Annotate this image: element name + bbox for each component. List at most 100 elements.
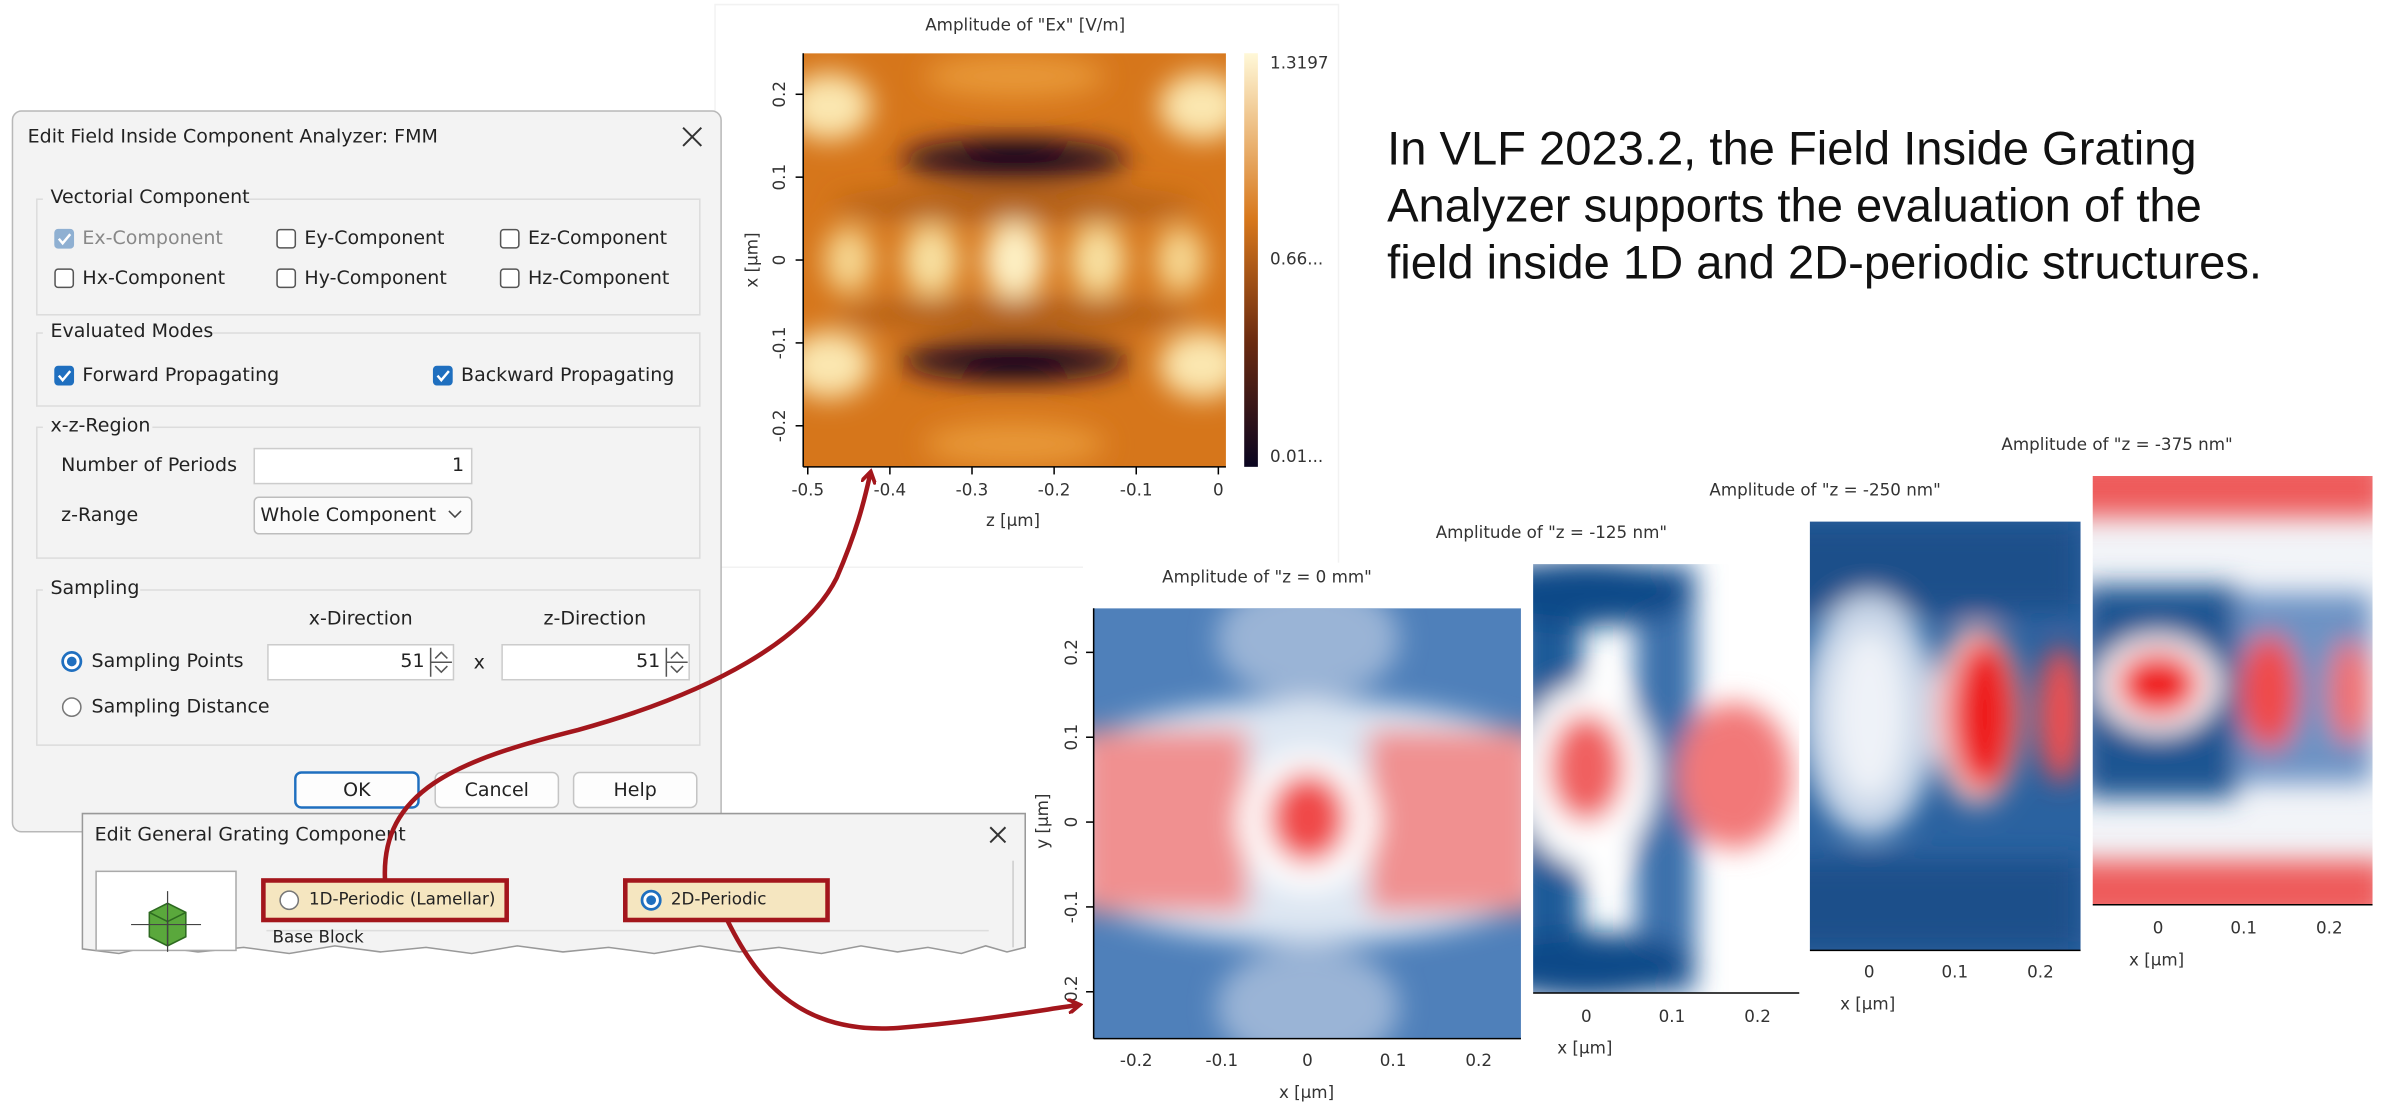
- option-label: Forward Propagating: [82, 364, 279, 386]
- spinner[interactable]: [429, 647, 452, 677]
- dropdown[interactable]: [253, 496, 473, 535]
- plot-title: Amplitude of "z = -125 nm": [1436, 522, 1667, 542]
- option-label: Hy-Component: [304, 267, 446, 289]
- y-tick-label: -0.1: [769, 327, 789, 360]
- radio-dot: [646, 895, 657, 906]
- colorbar-label: 0.66...: [1270, 249, 1323, 269]
- arrow: [382, 474, 870, 881]
- checkbox[interactable]: [276, 268, 297, 289]
- description: In VLF 2023.2, the Field Inside GratingA…: [1387, 122, 2262, 289]
- slice-plot: Amplitude of "z = 0 mm" x [µm] -0.2 -0.1 0 0.…: [1032, 562, 1534, 1104]
- colorbar: [1244, 53, 1258, 467]
- x-axis-label: x [µm]: [1557, 1038, 1612, 1058]
- x-tick-label: 0.1: [1659, 1006, 1686, 1026]
- x-tick-label: -0.4: [874, 480, 907, 500]
- check-mark: [57, 233, 72, 246]
- option-label: Ey-Component: [304, 227, 444, 249]
- input-value: 51: [636, 650, 660, 672]
- dialog-title: Edit General Grating Component: [95, 823, 406, 845]
- x-tick-label: 0: [1302, 1050, 1313, 1070]
- button-label: Help: [614, 779, 657, 801]
- checkbox[interactable]: [499, 268, 520, 289]
- button[interactable]: [294, 771, 420, 809]
- times-sign: x: [474, 652, 485, 674]
- x-tick-label: 0.1: [2230, 918, 2257, 938]
- heatmap: [803, 53, 1226, 467]
- arrows: [382, 474, 1077, 1031]
- column-label: x-Direction: [309, 607, 413, 629]
- x-tick-label: -0.5: [791, 480, 824, 500]
- y-tick-label: -0.2: [1061, 975, 1081, 1008]
- x-tick-label: 0: [2153, 918, 2164, 938]
- highlight-box: [261, 878, 509, 923]
- checkbox[interactable]: [499, 228, 520, 249]
- x-tick-label: 0.2: [1465, 1050, 1492, 1070]
- y-tick-label: -0.2: [769, 409, 789, 442]
- field-label: z-Range: [61, 504, 138, 526]
- y-axis-label: x [µm]: [742, 232, 762, 287]
- plot-title: Amplitude of "Ex" [V/m]: [925, 14, 1125, 34]
- colorbar-label: 1.3197: [1270, 52, 1329, 72]
- x-tick-label: -0.3: [956, 480, 989, 500]
- checkbox[interactable]: [54, 228, 75, 249]
- spin-input[interactable]: [267, 644, 455, 681]
- x-axis-label: x [µm]: [1279, 1082, 1334, 1102]
- y-tick-label: 0: [769, 255, 789, 266]
- dropdown-value: Whole Component: [260, 504, 436, 526]
- description-line: Analyzer supports the evaluation of the: [1387, 179, 2202, 232]
- option-label: Sampling Distance: [92, 696, 270, 718]
- description-line: field inside 1D and 2D-periodic structur…: [1387, 236, 2262, 289]
- radio-button[interactable]: [61, 697, 82, 717]
- close-button[interactable]: [682, 127, 703, 147]
- spin-input[interactable]: [501, 644, 690, 681]
- plot-title: Amplitude of "z = -250 nm": [1709, 480, 1940, 500]
- x-tick-label: 0.2: [1744, 1006, 1771, 1026]
- button[interactable]: [434, 771, 560, 809]
- checkbox[interactable]: [432, 365, 453, 386]
- field-label: Number of Periods: [61, 454, 237, 476]
- input-value: 1: [452, 454, 464, 476]
- x-tick-label: 0: [1864, 962, 1875, 982]
- colorbar-label: 0.01...: [1270, 446, 1323, 466]
- group-label: Evaluated Modes: [50, 320, 213, 342]
- group-label: Sampling: [50, 577, 139, 599]
- column-label: z-Direction: [544, 607, 647, 629]
- cube-icon: [131, 891, 202, 952]
- checkbox[interactable]: [276, 228, 297, 249]
- y-tick-label: 0.2: [1061, 639, 1081, 666]
- x-axis-label: x [µm]: [2129, 950, 2184, 970]
- x-tick-label: -0.1: [1206, 1050, 1239, 1070]
- input-value: 51: [400, 650, 424, 672]
- y-axis-label: y [µm]: [1032, 794, 1052, 849]
- x-tick-label: 0.2: [2027, 962, 2054, 982]
- option-label: Ex-Component: [82, 227, 222, 249]
- section-label: Base Block: [272, 927, 364, 947]
- close-button[interactable]: [989, 826, 1007, 844]
- group-box: [36, 426, 701, 559]
- spinner[interactable]: [665, 647, 688, 677]
- button[interactable]: [572, 771, 698, 809]
- check-mark: [57, 370, 72, 383]
- radio-button[interactable]: [279, 890, 300, 911]
- radio-dot: [66, 656, 77, 667]
- description-line: In VLF 2023.2, the Field Inside Grating: [1387, 122, 2196, 175]
- button-label: OK: [343, 779, 371, 801]
- number-input[interactable]: [253, 447, 473, 485]
- checkbox[interactable]: [54, 268, 75, 289]
- y-tick-label: 0.2: [769, 81, 789, 108]
- x-tick-label: 0.1: [1380, 1050, 1407, 1070]
- arrow: [725, 918, 1077, 1031]
- plot-title: Amplitude of "z = -375 nm": [2001, 434, 2232, 454]
- option-label: Hz-Component: [528, 267, 669, 289]
- checkbox[interactable]: [54, 365, 75, 386]
- x-axis-label: x [µm]: [1840, 994, 1895, 1014]
- heatmap: [1093, 608, 1521, 1039]
- y-tick-label: 0: [1061, 817, 1081, 828]
- analyzer-dialog: Edit Field Inside Component Analyzer: FM…: [11, 110, 722, 833]
- x-tick-label: -0.2: [1120, 1050, 1153, 1070]
- x-axis-label: z [µm]: [986, 510, 1040, 530]
- option-label: 2D-Periodic: [671, 889, 767, 909]
- option-label: 1D-Periodic (Lamellar): [309, 889, 495, 909]
- group-box: [36, 198, 701, 316]
